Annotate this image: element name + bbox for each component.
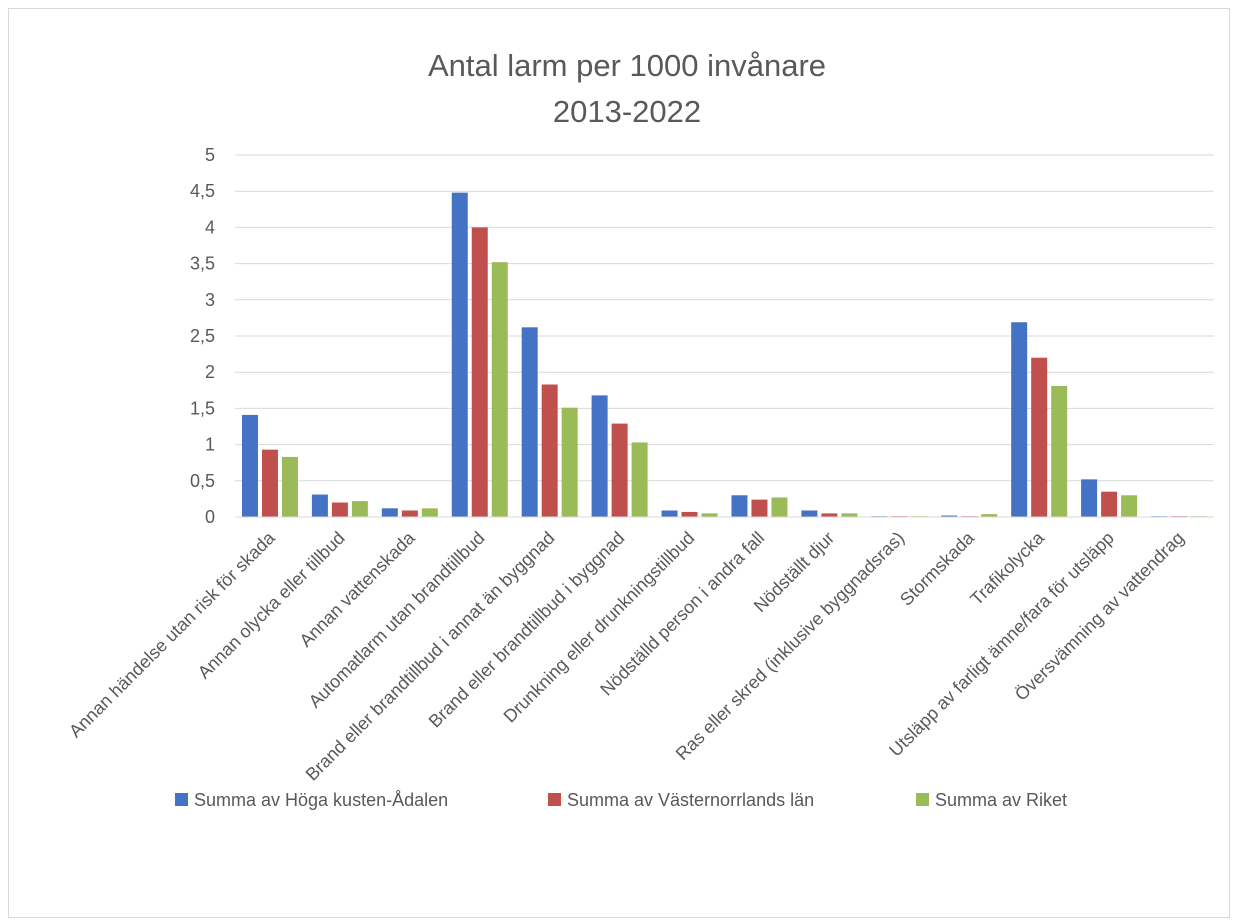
y-tick-label: 1,5 (190, 398, 215, 418)
bar (701, 513, 718, 517)
bar (421, 508, 438, 517)
bar (611, 423, 628, 517)
legend-swatch (548, 793, 561, 806)
bar-chart: Antal larm per 1000 invånare 2013-2022 0… (65, 48, 1214, 810)
x-category-label: Annan olycka eller tillbud (194, 528, 349, 683)
y-tick-label: 4 (205, 217, 215, 237)
bar (1101, 491, 1118, 517)
bar (821, 513, 838, 517)
bars (241, 192, 1208, 517)
bar (801, 510, 818, 517)
y-tick-label: 5 (205, 145, 215, 165)
bar (261, 449, 278, 517)
bar (561, 407, 578, 517)
bar (681, 511, 698, 517)
bar (351, 501, 368, 517)
bar (521, 327, 538, 517)
legend-label: Summa av Riket (935, 790, 1067, 810)
legend-label: Summa av Västernorrlands län (567, 790, 814, 810)
chart-title: Antal larm per 1000 invånare (428, 48, 826, 83)
y-tick-label: 0 (205, 507, 215, 527)
bar (841, 513, 858, 517)
bar (1051, 385, 1068, 517)
bar (1081, 479, 1098, 517)
bar (771, 497, 788, 517)
legend-label: Summa av Höga kusten-Ådalen (194, 790, 448, 810)
bar (1121, 495, 1138, 517)
bar (491, 262, 508, 517)
bar (591, 395, 608, 517)
bar (541, 384, 558, 517)
bar (471, 227, 488, 517)
bar (751, 499, 768, 517)
bar (1031, 357, 1048, 517)
chart-subtitle: 2013-2022 (553, 94, 701, 129)
gridlines (235, 154, 1214, 482)
legend-swatch (916, 793, 929, 806)
y-tick-label: 2,5 (190, 326, 215, 346)
y-tick-label: 1 (205, 435, 215, 455)
y-tick-label: 3 (205, 290, 215, 310)
bar (381, 508, 398, 517)
bar (241, 414, 258, 517)
chart-frame: Antal larm per 1000 invånare 2013-2022 0… (8, 8, 1230, 918)
bar (661, 510, 678, 517)
y-axis-ticks: 0 0,5 1 1,5 2 2,5 3 3,5 4 4,5 5 (190, 145, 215, 527)
x-category-label: Stormskada (896, 527, 979, 610)
y-tick-label: 4,5 (190, 181, 215, 201)
bar (731, 495, 748, 517)
x-category-label: Brand eller brandtillbud i annat än bygg… (302, 528, 559, 785)
y-tick-label: 0,5 (190, 471, 215, 491)
bar (331, 502, 348, 517)
bar (631, 442, 648, 517)
x-category-label: Annan vattenskada (296, 527, 420, 651)
bar (281, 456, 298, 517)
y-tick-label: 2 (205, 362, 215, 382)
bar (401, 510, 418, 517)
bar (941, 515, 958, 517)
legend-swatch (175, 793, 188, 806)
bar (1011, 322, 1028, 517)
bar (311, 494, 328, 517)
x-axis-category-labels: Annan händelse utan risk för skadaAnnan … (65, 527, 1188, 785)
bar (981, 514, 998, 517)
y-tick-label: 3,5 (190, 254, 215, 274)
legend: Summa av Höga kusten-Ådalen Summa av Väst… (175, 790, 1067, 810)
bar (451, 192, 468, 517)
